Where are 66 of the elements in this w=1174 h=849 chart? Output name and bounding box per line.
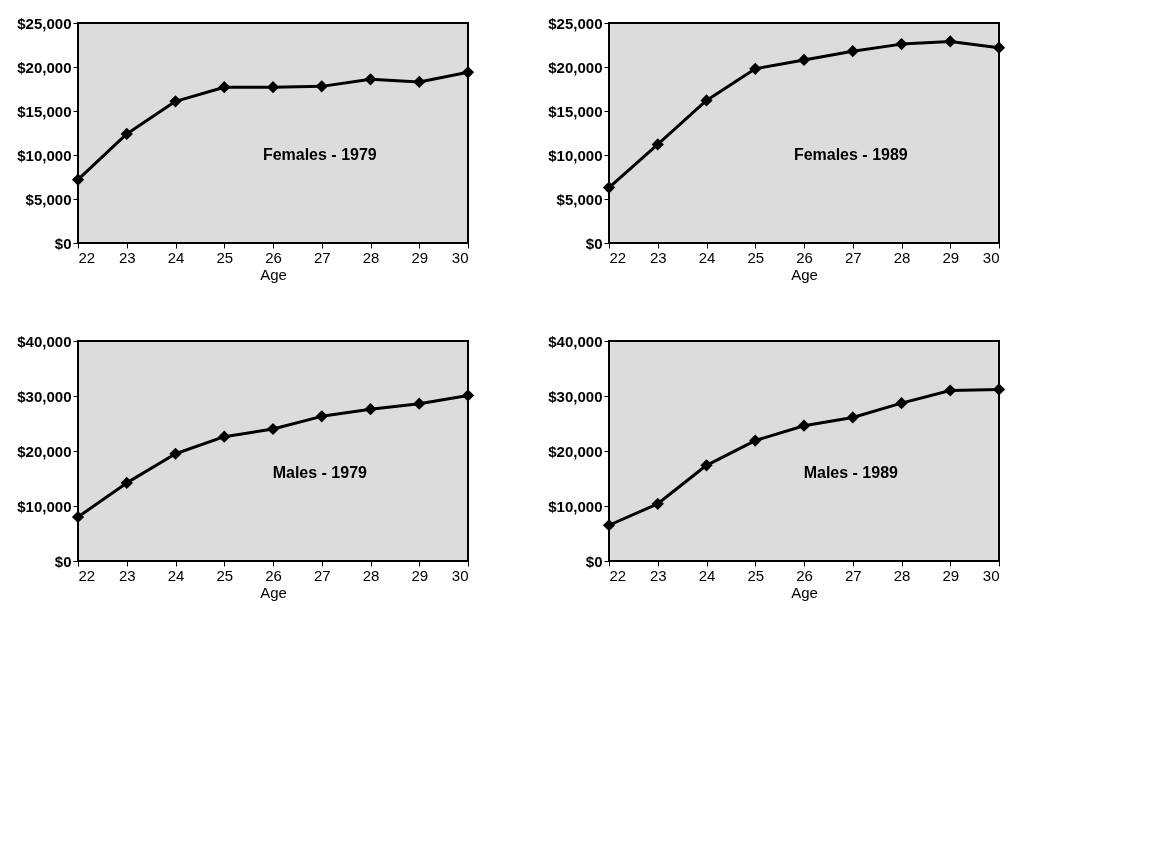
y-tick-label: $5,000 <box>25 190 72 208</box>
x-tick-label: 27 <box>313 248 331 266</box>
annotation: Females - 1979 <box>262 146 377 163</box>
x-tick-label: 25 <box>216 566 234 584</box>
y-tick-label: $20,000 <box>548 442 603 460</box>
y-tick-label: $5,000 <box>556 190 603 208</box>
x-tick-label: 23 <box>649 566 667 584</box>
x-tick-label: 26 <box>796 566 813 584</box>
y-tick-label: $40,000 <box>17 332 72 350</box>
x-tick-label: 29 <box>411 566 429 584</box>
x-tick-label: 23 <box>118 566 136 584</box>
x-tick-label: 27 <box>844 248 862 266</box>
x-tick-label: 24 <box>167 248 185 266</box>
x-tick-label: 28 <box>362 566 380 584</box>
x-tick-label: 25 <box>747 566 765 584</box>
x-tick-label: 25 <box>216 248 234 266</box>
y-tick-label: $10,000 <box>548 146 603 164</box>
x-tick-label: 26 <box>796 248 813 266</box>
y-tick-label: $30,000 <box>17 387 72 405</box>
x-tick-label: 23 <box>649 248 667 266</box>
y-tick-label: $40,000 <box>548 332 603 350</box>
annotation: Males - 1989 <box>803 464 899 481</box>
x-tick-label: 23 <box>118 248 136 266</box>
annotation: Females - 1989 <box>793 146 908 163</box>
y-tick-label: $15,000 <box>548 102 603 120</box>
x-tick-label: 28 <box>893 248 911 266</box>
y-tick-label: $0 <box>585 552 603 570</box>
x-tick-label: 24 <box>698 566 716 584</box>
annotation: Males - 1979 <box>272 464 368 481</box>
x-tick-label: 29 <box>942 566 960 584</box>
x-tick-label: 30 <box>451 248 469 266</box>
y-tick-label: $0 <box>54 234 72 252</box>
y-tick-label: $20,000 <box>17 58 72 76</box>
x-tick-label: 30 <box>982 566 1000 584</box>
y-tick-label: $20,000 <box>17 442 72 460</box>
x-tick-label: 24 <box>698 248 716 266</box>
x-axis-title: Age <box>791 583 818 601</box>
y-tick-label: $15,000 <box>17 102 72 120</box>
y-tick-label: $20,000 <box>548 58 603 76</box>
y-tick-label: $25,000 <box>548 14 603 32</box>
x-tick-label: 30 <box>451 566 469 584</box>
x-axis-title: Age <box>260 265 287 283</box>
y-tick-label: $10,000 <box>548 497 603 515</box>
y-tick-label: $30,000 <box>548 387 603 405</box>
x-tick-label: 26 <box>265 566 282 584</box>
y-tick-label: $10,000 <box>17 497 72 515</box>
x-tick-label: 22 <box>609 248 627 266</box>
y-tick-label: $10,000 <box>17 146 72 164</box>
x-tick-label: 25 <box>747 248 765 266</box>
x-tick-label: 24 <box>167 566 185 584</box>
y-tick-label: $0 <box>54 552 72 570</box>
x-tick-label: 28 <box>362 248 380 266</box>
y-tick-label: $25,000 <box>17 14 72 32</box>
x-tick-label: 30 <box>982 248 1000 266</box>
x-tick-label: 27 <box>313 566 331 584</box>
x-tick-label: 27 <box>844 566 862 584</box>
x-tick-label: 22 <box>609 566 627 584</box>
x-tick-label: 28 <box>893 566 911 584</box>
x-axis-title: Age <box>791 265 818 283</box>
x-tick-label: 22 <box>78 248 96 266</box>
x-tick-label: 29 <box>942 248 960 266</box>
x-axis-title: Age <box>260 583 287 601</box>
x-tick-label: 29 <box>411 248 429 266</box>
x-tick-label: 26 <box>265 248 282 266</box>
y-tick-label: $0 <box>585 234 603 252</box>
x-tick-label: 22 <box>78 566 96 584</box>
